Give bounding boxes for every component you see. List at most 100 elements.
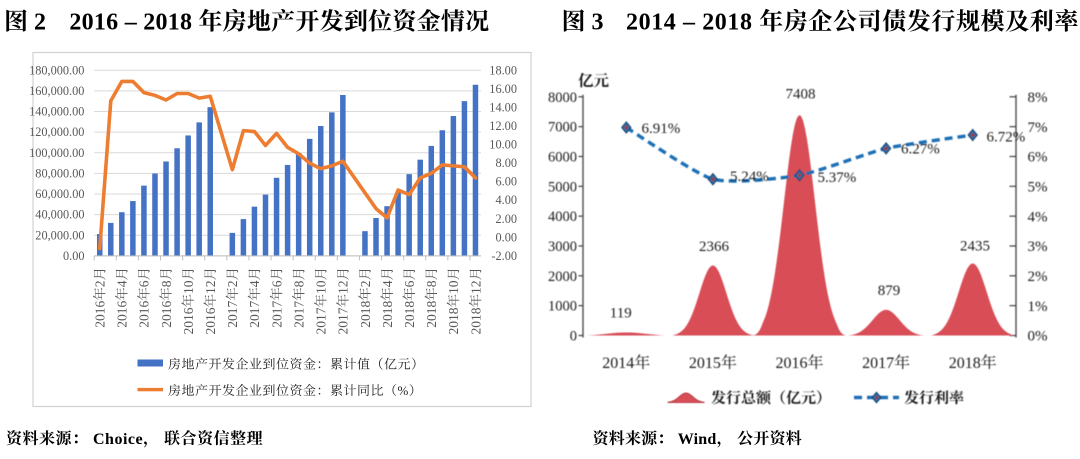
svg-text:4.00: 4.00 [496, 193, 518, 207]
svg-text:2018: 2018 [358, 301, 373, 328]
svg-text:Choice: Choice [93, 431, 143, 448]
svg-text:2015: 2015 [689, 355, 721, 372]
svg-text:20,000.00: 20,000.00 [35, 228, 84, 242]
svg-text:0%: 0% [1028, 329, 1048, 345]
svg-text:–: – [682, 10, 696, 36]
svg-text:8%: 8% [1028, 90, 1048, 106]
svg-text:6: 6 [402, 280, 417, 287]
svg-text:%: % [398, 383, 409, 398]
svg-text:14.00: 14.00 [489, 100, 517, 114]
svg-text:2016: 2016 [93, 300, 108, 327]
svg-text:80,000.00: 80,000.00 [35, 166, 84, 180]
svg-text:2: 2 [225, 280, 240, 287]
svg-text:140,000.00: 140,000.00 [29, 105, 84, 119]
svg-text:100,000.00: 100,000.00 [29, 146, 84, 160]
svg-text:-2.00: -2.00 [491, 249, 517, 263]
svg-text:2016: 2016 [137, 300, 152, 327]
svg-text:4: 4 [247, 280, 262, 287]
svg-text:18.00: 18.00 [489, 63, 517, 77]
svg-text:2: 2 [93, 280, 108, 287]
svg-text:1%: 1% [1028, 299, 1048, 315]
svg-text:2000: 2000 [548, 269, 577, 285]
svg-text:2014: 2014 [626, 10, 676, 36]
svg-text:3000: 3000 [548, 239, 577, 255]
svg-text:0: 0 [570, 329, 577, 345]
svg-text:Wind: Wind [678, 431, 717, 448]
svg-text:2018: 2018 [143, 10, 192, 36]
svg-text:6.27%: 6.27% [901, 142, 940, 158]
svg-text:5000: 5000 [548, 179, 577, 195]
svg-text:60,000.00: 60,000.00 [35, 187, 84, 201]
svg-text:2435: 2435 [960, 239, 990, 255]
svg-text:4000: 4000 [548, 209, 577, 225]
svg-text:119: 119 [610, 306, 632, 322]
svg-text:3: 3 [592, 10, 604, 36]
svg-text:2016: 2016 [115, 300, 130, 327]
svg-text:2366: 2366 [699, 239, 730, 255]
svg-text:2016: 2016 [69, 10, 118, 36]
svg-text:160,000.00: 160,000.00 [29, 84, 84, 98]
svg-text:2016: 2016 [159, 300, 174, 327]
svg-text:5.24%: 5.24% [730, 169, 769, 185]
svg-text:10: 10 [314, 280, 329, 294]
svg-text:2017: 2017 [292, 301, 307, 328]
svg-text:10.00: 10.00 [489, 138, 517, 152]
svg-text:1000: 1000 [548, 299, 577, 315]
svg-text:7408: 7408 [786, 87, 816, 103]
svg-text:6: 6 [269, 280, 284, 287]
svg-text:8: 8 [159, 280, 174, 287]
svg-text:5.37%: 5.37% [818, 170, 857, 186]
svg-text:2016: 2016 [776, 355, 808, 372]
svg-text:7%: 7% [1028, 120, 1048, 136]
svg-text:6.72%: 6.72% [987, 130, 1026, 146]
svg-text:2016: 2016 [181, 307, 196, 334]
svg-text:180,000.00: 180,000.00 [29, 63, 84, 77]
svg-text:2018: 2018 [702, 10, 752, 36]
svg-text:2: 2 [358, 281, 373, 288]
svg-text:10: 10 [181, 280, 196, 294]
svg-text:3%: 3% [1028, 239, 1048, 255]
svg-text:2.00: 2.00 [496, 212, 518, 226]
svg-text:0.00: 0.00 [63, 249, 85, 263]
svg-text:4: 4 [115, 280, 130, 287]
svg-text:12: 12 [203, 281, 218, 295]
svg-text:2017: 2017 [862, 355, 894, 372]
svg-text:120,000.00: 120,000.00 [29, 125, 84, 139]
svg-text:2018: 2018 [424, 301, 439, 328]
svg-text:2018: 2018 [468, 307, 483, 334]
svg-text:12: 12 [336, 281, 351, 295]
svg-text:12: 12 [468, 281, 483, 295]
svg-text:2018: 2018 [402, 301, 417, 328]
svg-text:2018: 2018 [380, 301, 395, 328]
svg-text:6000: 6000 [548, 150, 577, 166]
svg-text:8000: 8000 [548, 90, 577, 106]
svg-text:2017: 2017 [225, 300, 240, 327]
svg-text:8.00: 8.00 [496, 156, 518, 170]
svg-text:12.00: 12.00 [489, 119, 517, 133]
svg-text:4: 4 [380, 280, 395, 287]
svg-text:2014: 2014 [602, 355, 634, 372]
svg-text:2%: 2% [1028, 269, 1048, 285]
svg-text:879: 879 [878, 283, 901, 299]
svg-text:2017: 2017 [269, 300, 284, 327]
svg-text:4%: 4% [1028, 209, 1048, 225]
svg-text:2018: 2018 [949, 355, 981, 372]
svg-text:2016: 2016 [203, 307, 218, 334]
svg-text:6.00: 6.00 [496, 175, 518, 189]
svg-text:–: – [124, 10, 138, 36]
svg-text:7000: 7000 [548, 120, 577, 136]
svg-text:2017: 2017 [314, 307, 329, 334]
svg-text:16.00: 16.00 [489, 82, 517, 96]
svg-text:2017: 2017 [247, 300, 262, 327]
svg-text:2017: 2017 [336, 307, 351, 334]
svg-text:5%: 5% [1028, 180, 1048, 196]
svg-text:0.00: 0.00 [496, 230, 518, 244]
svg-text:8: 8 [292, 280, 307, 287]
svg-text:6: 6 [137, 280, 152, 287]
svg-text:2: 2 [34, 10, 46, 36]
svg-text:8: 8 [424, 280, 439, 287]
svg-text:6%: 6% [1028, 150, 1048, 166]
svg-text:40,000.00: 40,000.00 [35, 208, 84, 222]
svg-text:2018: 2018 [446, 307, 461, 334]
svg-text:10: 10 [446, 280, 461, 294]
